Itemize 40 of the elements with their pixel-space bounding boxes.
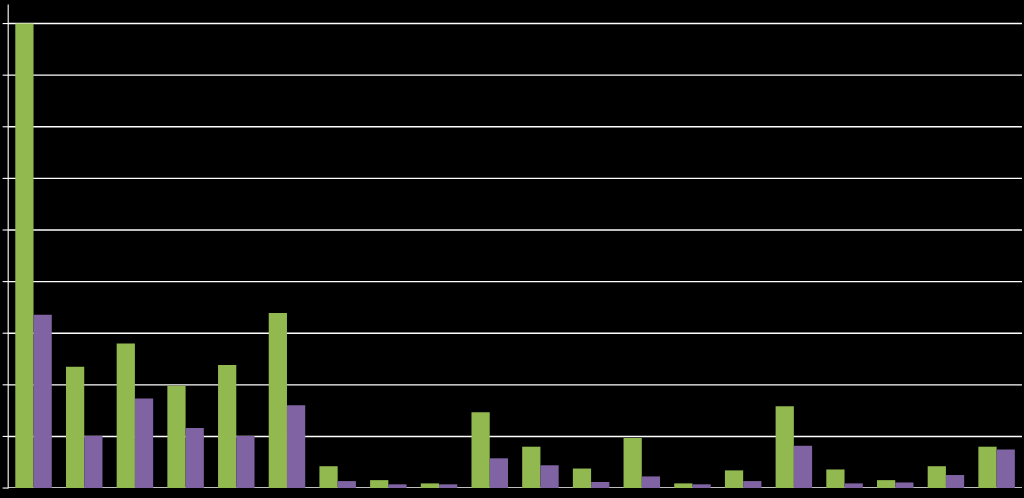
bar <box>623 437 642 489</box>
bar <box>337 481 356 489</box>
bar <box>793 445 813 489</box>
bar <box>268 312 287 489</box>
bar <box>876 480 896 489</box>
bar <box>33 314 52 489</box>
bar <box>844 483 863 489</box>
bar <box>319 466 338 489</box>
bar <box>134 398 154 489</box>
bar <box>540 465 559 489</box>
bar <box>826 469 845 489</box>
bar <box>167 385 186 489</box>
bar <box>84 436 103 489</box>
bar <box>439 484 458 489</box>
bar <box>927 466 946 489</box>
bar <box>743 481 762 489</box>
bar <box>591 482 610 489</box>
bar <box>641 476 661 489</box>
bar <box>116 343 135 489</box>
bar <box>388 484 407 489</box>
bar <box>489 458 508 489</box>
bar <box>471 412 490 489</box>
bar <box>15 23 34 489</box>
bar <box>522 446 541 489</box>
bar <box>895 482 914 489</box>
bar <box>185 428 204 489</box>
bar <box>420 483 440 489</box>
bar <box>692 484 711 489</box>
bar <box>775 406 794 489</box>
bar <box>996 449 1015 489</box>
bar <box>286 405 306 489</box>
bar <box>572 468 592 489</box>
bar <box>945 475 965 489</box>
bar <box>218 364 237 489</box>
bar <box>724 470 744 489</box>
bar <box>65 366 85 489</box>
bar <box>978 446 997 489</box>
bar <box>674 483 693 489</box>
bar <box>236 436 255 489</box>
bar <box>370 480 389 489</box>
